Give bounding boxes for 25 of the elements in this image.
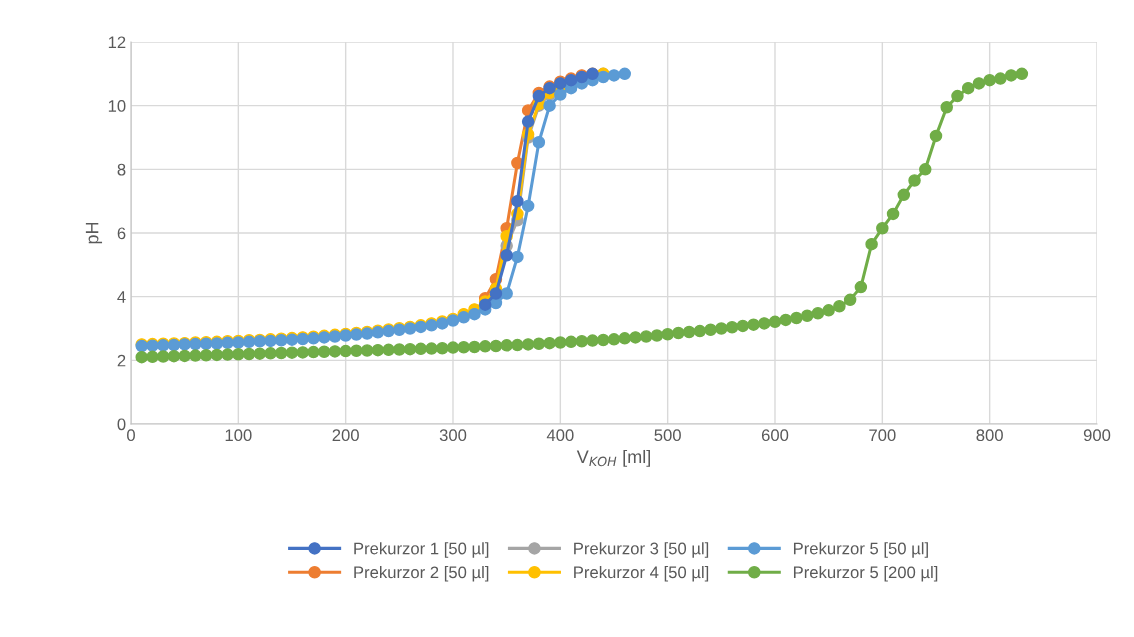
- x-tick-label: 600: [761, 429, 789, 442]
- legend-label: Prekurzor 3 [50 µl]: [574, 542, 709, 558]
- y-tick-label: 10: [108, 100, 126, 112]
- legend-label: Prekurzor 2 [50 µl]: [354, 566, 489, 582]
- legend-label: Prekurzor 1 [50 µl]: [354, 542, 489, 558]
- x-tick-label: 800: [976, 429, 1003, 442]
- legend-label: Prekurzor 4 [50 µl]: [574, 566, 709, 582]
- x-tick-label: 900: [1083, 429, 1111, 442]
- y-tick-label: 8: [117, 163, 126, 176]
- legend-label: Prekurzor 5 [50 µl]: [793, 542, 928, 558]
- y-axis-title: pH: [85, 222, 103, 244]
- x-tick-label: 700: [869, 429, 896, 442]
- y-tick-label: 0: [117, 418, 126, 431]
- x-tick-label: 0: [127, 429, 135, 442]
- x-tick-label: 400: [546, 429, 574, 442]
- x-tick-label: 500: [654, 429, 681, 442]
- x-axis-title: V$_{KOH}$ [ml]: [576, 449, 650, 467]
- y-tick-label: 12: [108, 36, 126, 49]
- y-tick-label: 4: [117, 291, 126, 303]
- legend-label: Prekurzor 5 [200 µl]: [793, 566, 938, 582]
- y-tick-label: 2: [117, 354, 126, 367]
- x-tick-label: 100: [225, 429, 252, 442]
- x-tick-label: 200: [332, 429, 359, 442]
- x-tick-label: 300: [439, 429, 467, 442]
- y-tick-label: 6: [117, 227, 126, 240]
